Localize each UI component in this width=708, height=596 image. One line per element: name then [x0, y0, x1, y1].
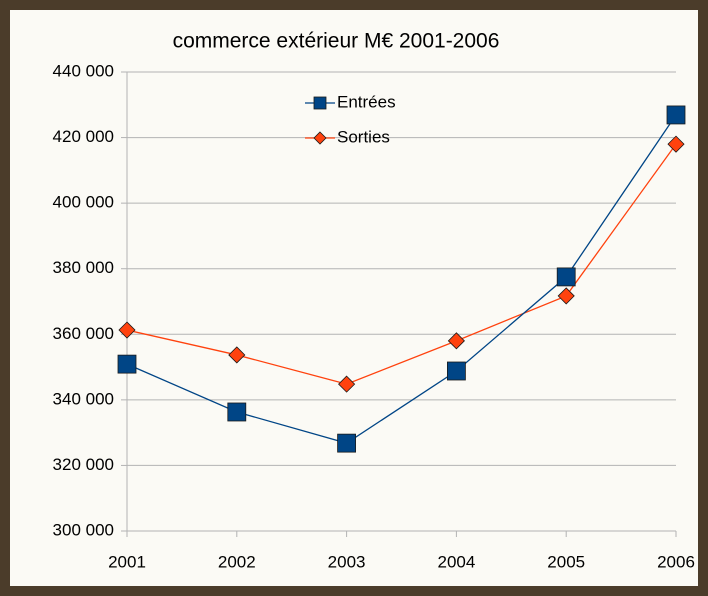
- legend-marker: [313, 131, 327, 145]
- series-line: [126, 143, 677, 385]
- data-point: [447, 332, 465, 350]
- y-tick-label: 360 000: [53, 324, 114, 343]
- data-point: [337, 433, 357, 453]
- y-tick-label: 420 000: [53, 127, 114, 146]
- x-tick-label: 2004: [437, 552, 475, 571]
- chart-title: commerce extérieur M€ 2001-2006: [173, 30, 500, 53]
- x-tick-label: 2006: [657, 552, 695, 571]
- chart-panel: [10, 10, 698, 586]
- data-point: [118, 321, 136, 339]
- y-tick-label: 380 000: [53, 258, 114, 277]
- y-tick-label: 400 000: [53, 193, 114, 212]
- data-point: [446, 361, 466, 381]
- legend-label: Sorties: [337, 127, 390, 146]
- legend-marker: [313, 96, 327, 110]
- x-tick-label: 2001: [108, 552, 146, 571]
- y-tick-label: 300 000: [53, 520, 114, 539]
- data-point: [556, 267, 576, 287]
- x-tick-label: 2002: [218, 552, 256, 571]
- legend-label: Entrées: [337, 92, 396, 111]
- data-point: [227, 402, 247, 422]
- data-point: [557, 287, 575, 305]
- data-point: [228, 346, 246, 364]
- x-tick-label: 2003: [328, 552, 366, 571]
- y-tick-label: 440 000: [53, 61, 114, 80]
- series-line: [126, 114, 677, 444]
- x-tick-label: 2005: [547, 552, 585, 571]
- data-point: [666, 105, 686, 125]
- y-tick-label: 340 000: [53, 389, 114, 408]
- data-point: [117, 354, 137, 374]
- data-point: [338, 375, 356, 393]
- data-point: [667, 135, 685, 153]
- y-tick-label: 320 000: [53, 455, 114, 474]
